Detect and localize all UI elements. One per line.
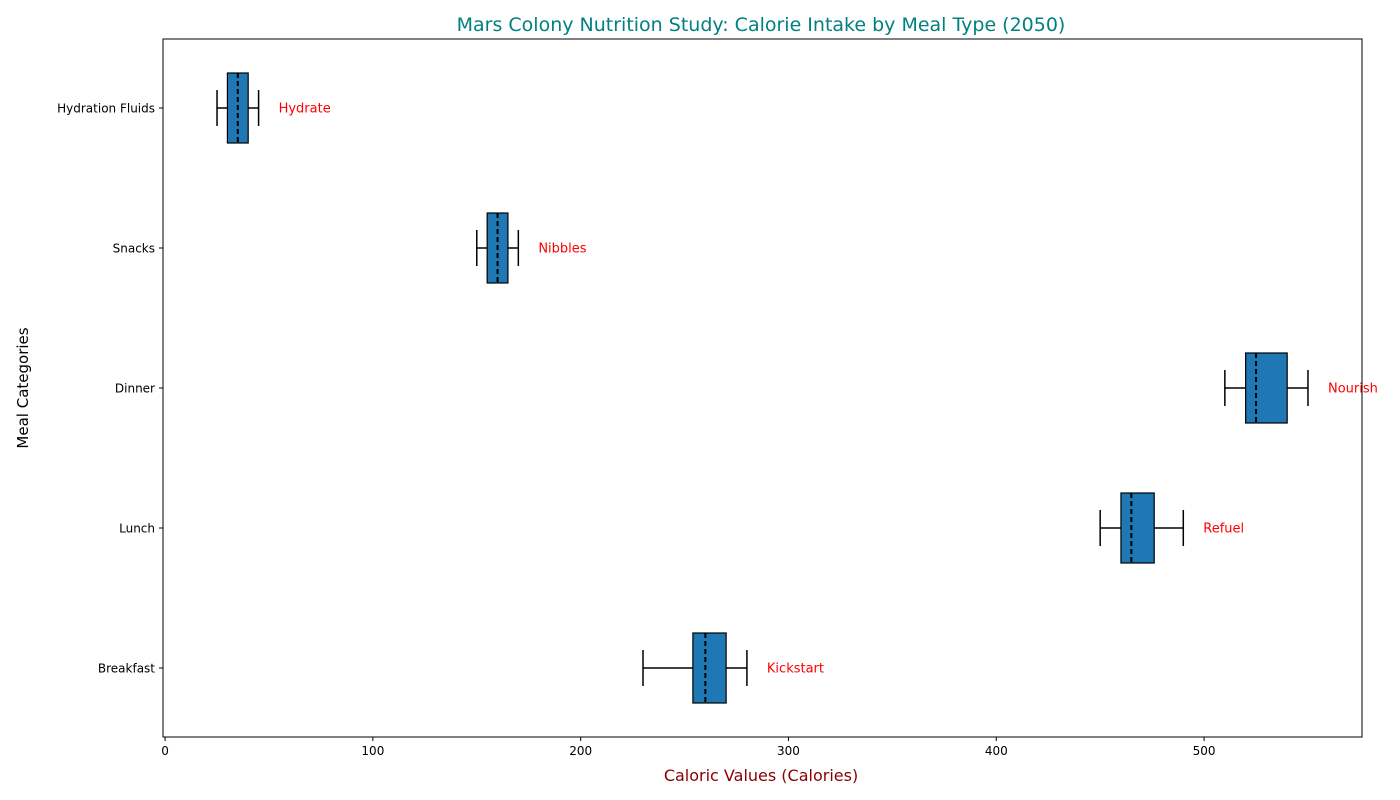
y-tick-label: Hydration Fluids [57, 102, 155, 116]
plot-area: Kickstart Refuel Nourish Nibbles Hydrate [162, 38, 1378, 738]
annotation-label: Nibbles [538, 242, 586, 257]
box-iqr [1245, 352, 1288, 424]
chart-title: Mars Colony Nutrition Study: Calorie Int… [457, 14, 1066, 36]
box-iqr [1120, 492, 1155, 564]
box-snacks: Nibbles [476, 212, 587, 284]
y-axis-label: Meal Categories [14, 327, 32, 448]
x-tick-label: 200 [569, 744, 592, 758]
x-tick-label: 500 [1193, 744, 1216, 758]
box-dinner: Nourish [1224, 352, 1378, 424]
plot-frame [162, 38, 1363, 738]
y-tick-label: Lunch [119, 522, 155, 536]
box-breakfast: Kickstart [642, 632, 824, 704]
y-axis: Breakfast Lunch Dinner Snacks Hydration Flui… [57, 102, 163, 676]
x-tick-label: 100 [361, 744, 384, 758]
annotation-label: Hydrate [279, 102, 331, 117]
box-iqr [692, 632, 727, 704]
box-lunch: Refuel [1099, 492, 1244, 564]
annotation-label: Refuel [1203, 522, 1244, 537]
x-tick-label: 400 [985, 744, 1008, 758]
y-tick-label: Snacks [113, 242, 155, 256]
x-tick-label: 300 [777, 744, 800, 758]
annotation-label: Nourish [1328, 382, 1378, 397]
box-hydration-fluids: Hydrate [216, 72, 331, 144]
x-tick-label: 0 [161, 744, 169, 758]
x-axis: 0 100 200 300 400 500 [161, 737, 1216, 758]
y-tick-label: Dinner [115, 382, 155, 396]
x-axis-label: Caloric Values (Calories) [664, 766, 858, 785]
y-tick-label: Breakfast [98, 662, 155, 676]
annotation-label: Kickstart [767, 662, 824, 677]
